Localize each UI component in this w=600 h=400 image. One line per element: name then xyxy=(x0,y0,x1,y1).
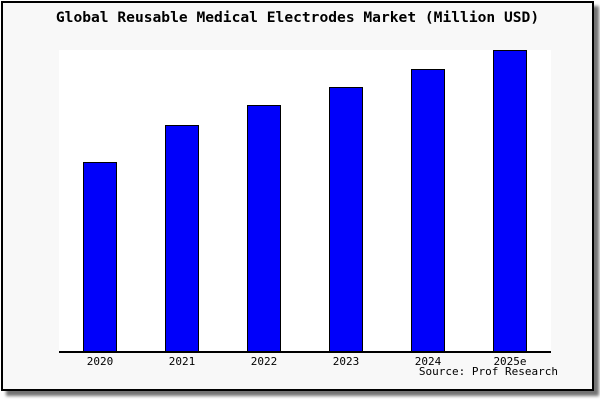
source-text: Source: Prof Research xyxy=(418,365,558,378)
bar-2022 xyxy=(247,105,281,351)
x-tick-label-2023: 2023 xyxy=(332,355,360,368)
x-axis-labels: 2020 2021 2022 2023 2024 2025e xyxy=(59,355,551,369)
bar-2021 xyxy=(165,125,199,351)
bar-2023 xyxy=(329,87,363,351)
x-tick-label-2021: 2021 xyxy=(168,355,196,368)
x-tick-label-2024: 2024 xyxy=(414,355,442,368)
chart-title: Global Reusable Medical Electrodes Marke… xyxy=(55,9,540,26)
x-tick-label-2022: 2022 xyxy=(250,355,278,368)
bar-2025e xyxy=(493,50,527,351)
plot-area xyxy=(59,50,551,351)
chart-card: Global Reusable Medical Electrodes Marke… xyxy=(1,1,594,391)
bar-2020 xyxy=(83,162,117,351)
x-axis-line xyxy=(59,351,551,353)
x-tick-label-2025e: 2025e xyxy=(493,355,527,368)
bar-2024 xyxy=(411,69,445,351)
x-tick-label-2020: 2020 xyxy=(86,355,114,368)
